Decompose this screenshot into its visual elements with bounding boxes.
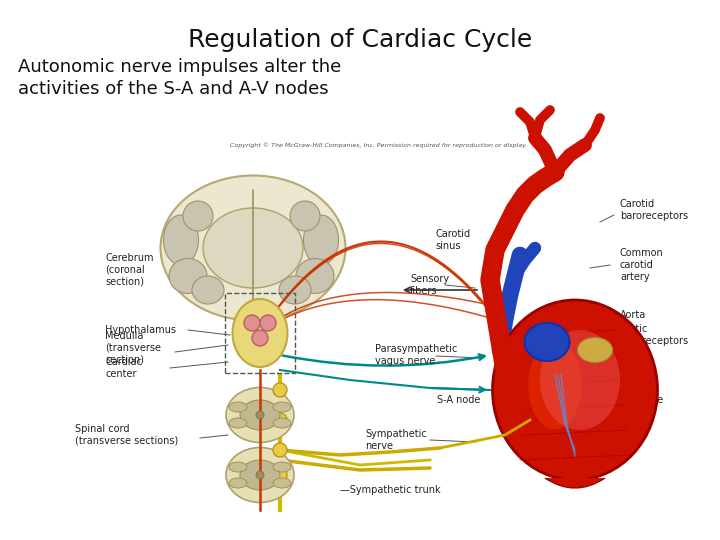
Text: Hypothalamus: Hypothalamus: [105, 325, 176, 335]
Ellipse shape: [273, 478, 291, 488]
Text: Parasympathetic
vagus nerve: Parasympathetic vagus nerve: [375, 344, 457, 366]
Text: Sympathetic
nerve: Sympathetic nerve: [365, 429, 427, 451]
Ellipse shape: [540, 330, 620, 430]
Ellipse shape: [290, 201, 320, 231]
Text: Regulation of Cardiac Cycle: Regulation of Cardiac Cycle: [188, 28, 532, 52]
Ellipse shape: [229, 402, 247, 412]
Ellipse shape: [273, 402, 291, 412]
Ellipse shape: [169, 259, 207, 294]
Ellipse shape: [240, 400, 280, 430]
Text: Carotid
sinus: Carotid sinus: [435, 229, 470, 251]
Ellipse shape: [229, 418, 247, 428]
Circle shape: [273, 468, 287, 482]
Text: Aorta: Aorta: [620, 310, 647, 320]
Ellipse shape: [524, 323, 570, 361]
Text: Copyright © The McGraw-Hill Companies, Inc. Permission required for reproduction: Copyright © The McGraw-Hill Companies, I…: [230, 142, 527, 147]
Text: Autonomic nerve impulses alter the
activities of the S-A and A-V nodes: Autonomic nerve impulses alter the activ…: [18, 58, 341, 98]
Circle shape: [244, 315, 260, 331]
Ellipse shape: [279, 276, 311, 304]
Text: Carotid
baroreceptors: Carotid baroreceptors: [620, 199, 688, 221]
Ellipse shape: [273, 462, 291, 472]
Ellipse shape: [273, 418, 291, 428]
Text: A-V node: A-V node: [620, 395, 663, 405]
PathPatch shape: [545, 478, 605, 488]
Ellipse shape: [183, 201, 213, 231]
Text: Spinal cord
(transverse sections): Spinal cord (transverse sections): [75, 424, 179, 446]
Circle shape: [273, 443, 287, 457]
Ellipse shape: [296, 259, 334, 294]
Text: —Sympathetic trunk: —Sympathetic trunk: [340, 485, 441, 495]
Ellipse shape: [492, 300, 657, 480]
Text: Aortic
baroreceptors: Aortic baroreceptors: [620, 324, 688, 346]
Ellipse shape: [203, 208, 303, 288]
Text: Medulla
(transverse
section): Medulla (transverse section): [105, 332, 161, 364]
Ellipse shape: [240, 460, 280, 490]
Text: Sensory
fibers: Sensory fibers: [410, 274, 449, 296]
Ellipse shape: [192, 276, 224, 304]
Ellipse shape: [229, 462, 247, 472]
Text: Cardiac
center: Cardiac center: [105, 357, 142, 379]
Circle shape: [256, 411, 264, 419]
Ellipse shape: [226, 448, 294, 503]
Circle shape: [256, 471, 264, 479]
Circle shape: [273, 413, 287, 427]
Ellipse shape: [304, 215, 338, 265]
Ellipse shape: [226, 388, 294, 442]
Ellipse shape: [161, 176, 346, 321]
Circle shape: [252, 330, 268, 346]
Ellipse shape: [528, 340, 582, 430]
Ellipse shape: [229, 478, 247, 488]
Text: Cerebrum
(coronal
section): Cerebrum (coronal section): [105, 253, 153, 287]
Ellipse shape: [577, 338, 613, 362]
Circle shape: [260, 315, 276, 331]
Text: Common
carotid
artery: Common carotid artery: [620, 248, 664, 281]
Ellipse shape: [163, 215, 199, 265]
Circle shape: [273, 383, 287, 397]
Ellipse shape: [233, 299, 287, 367]
Text: S-A node: S-A node: [437, 395, 480, 405]
